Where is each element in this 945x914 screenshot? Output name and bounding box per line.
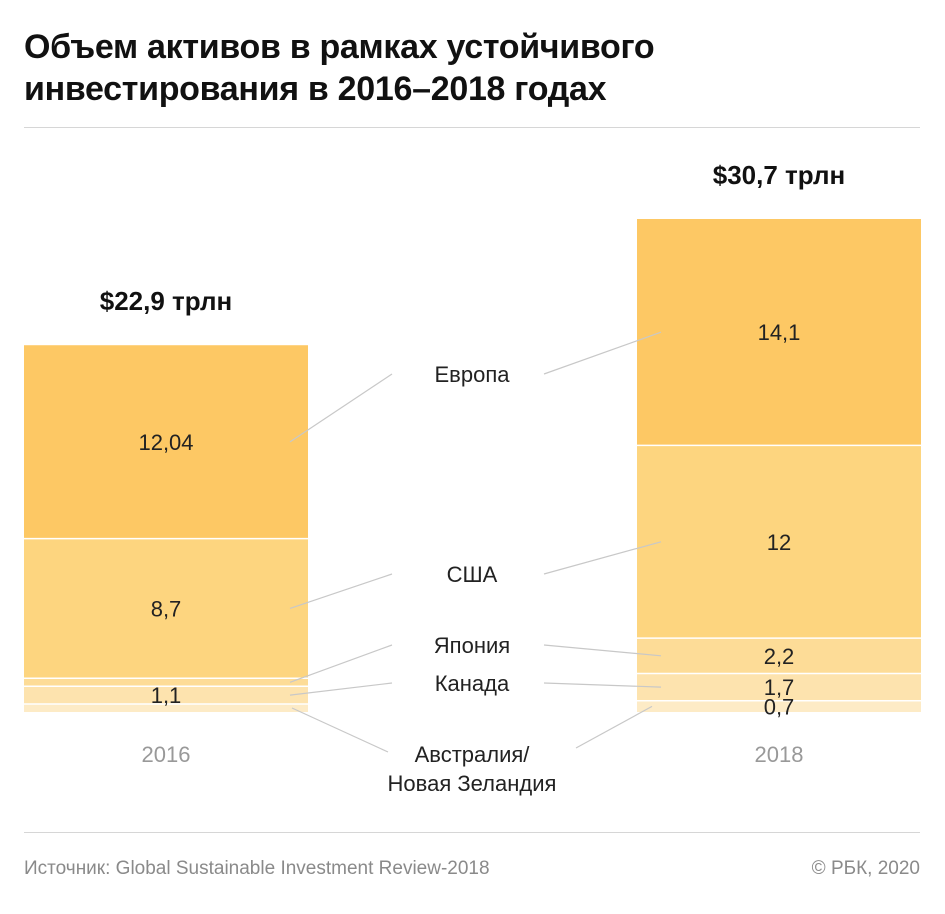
series-label-4: Европа (435, 362, 511, 387)
value-label-2018-3: 12 (767, 530, 791, 555)
copyright: © РБК, 2020 (811, 858, 920, 879)
leader-line-right-0 (575, 705, 653, 749)
value-label-2018-2: 2,2 (764, 644, 795, 669)
bottom-divider (24, 832, 920, 833)
top-divider (24, 127, 920, 128)
bar-segment-2016-0 (24, 703, 308, 712)
category-label-2018: 2018 (755, 742, 804, 767)
leader-lines-group (289, 331, 662, 753)
leader-line-left-3 (289, 573, 393, 609)
bar-segment-2018-0 (637, 700, 921, 712)
value-label-2016-1: 1,1 (151, 683, 182, 708)
value-label-2018-4: 14,1 (758, 320, 801, 345)
value-label-2016-3: 8,7 (151, 596, 182, 621)
bar-segment-2016-3 (24, 538, 308, 679)
bar-segment-2016-4 (24, 345, 308, 539)
bar-segment-2018-1 (637, 673, 921, 701)
value-label-2016-4: 12,04 (138, 430, 193, 455)
bar-segment-2018-4 (637, 219, 921, 446)
series-label-0-line1: Австралия/ (415, 742, 531, 767)
leader-line-left-2 (289, 644, 393, 683)
total-label-2016: $22,9 трлн (100, 286, 232, 316)
total-label-2018: $30,7 трлн (713, 160, 845, 190)
bar-segment-2018-2 (637, 638, 921, 674)
leader-line-right-4 (543, 331, 662, 375)
leader-line-right-2 (543, 644, 662, 657)
value-label-2018-1: 1,7 (764, 675, 795, 700)
leader-line-left-0 (291, 707, 389, 753)
leader-line-right-3 (543, 541, 662, 575)
source-note: Источник: Global Sustainable Investment … (24, 858, 490, 879)
bar-segment-2018-3 (637, 445, 921, 639)
chart-title: Объем активов в рамках устойчивого инвес… (24, 28, 655, 108)
series-label-1: Канада (435, 671, 510, 696)
leader-line-right-1 (543, 682, 662, 688)
leader-line-left-1 (289, 682, 393, 696)
category-label-2016: 2016 (142, 742, 191, 767)
bar-segment-2016-2 (24, 678, 308, 687)
value-label-2018-0: 0,7 (764, 694, 795, 719)
series-label-3: США (447, 562, 498, 587)
bar-segment-2016-1 (24, 686, 308, 704)
chart-labels-group: 1,1 8,7 12,04 $22,9 трлн 2016 0,71,7 2,2 12 14,1… (100, 160, 845, 796)
leader-line-left-4 (289, 373, 393, 443)
series-label-2: Япония (434, 633, 510, 658)
series-label-0-line2: Новая Зеландия (388, 771, 557, 796)
bars-group (24, 219, 921, 712)
